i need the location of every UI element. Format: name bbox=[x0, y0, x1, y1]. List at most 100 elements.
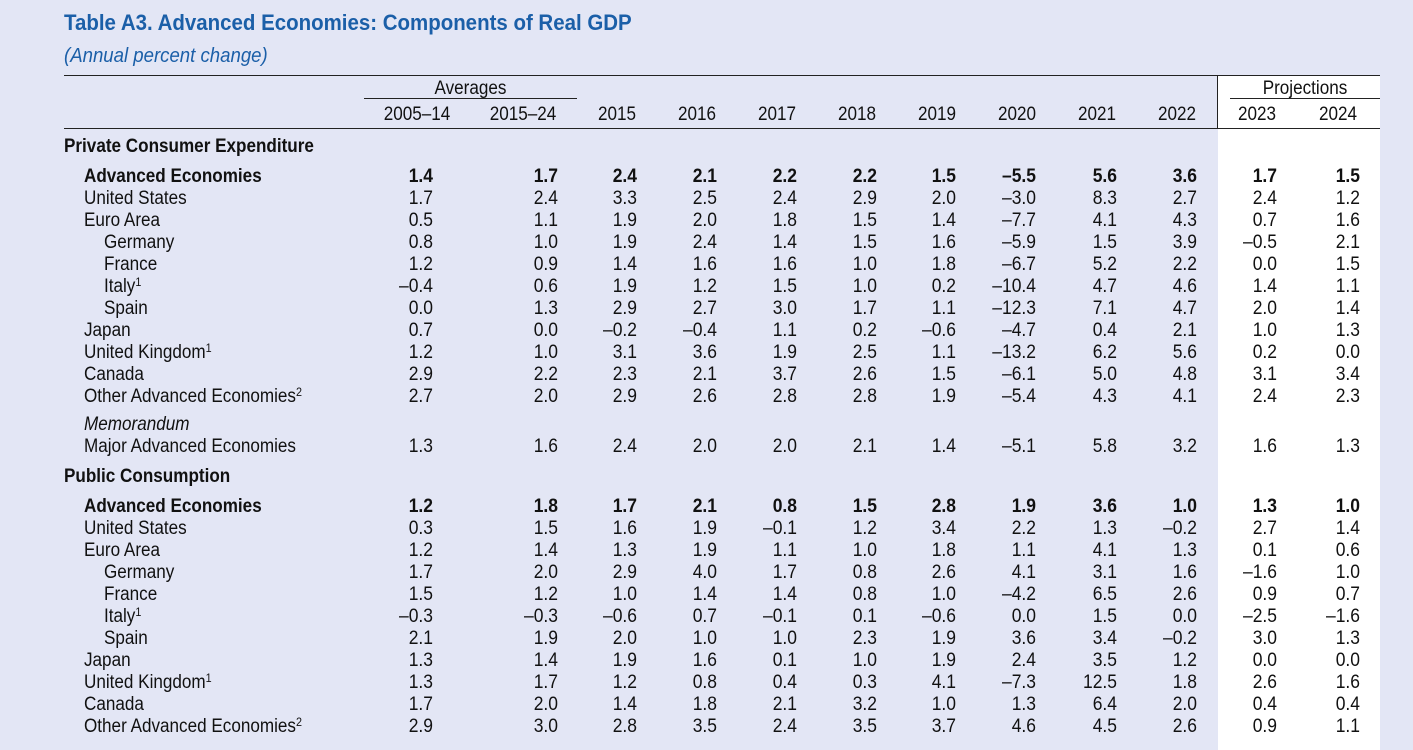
value-cell: 3.0 bbox=[772, 298, 797, 319]
value-cell: 0.0 bbox=[1011, 606, 1036, 627]
value-cell: 3.0 bbox=[1252, 628, 1277, 649]
value-cell: 1.6 bbox=[692, 650, 717, 671]
value-cell: –0.1 bbox=[762, 518, 797, 539]
table-row: Euro Area 0.5 1.1 1.9 2.0 1.8 1.5 1.4 –7.7 4.1 4.3… bbox=[0, 210, 1413, 232]
value-cell: 2.0 bbox=[931, 188, 956, 209]
value-cell: 2.7 bbox=[1252, 518, 1277, 539]
value-cell: 1.0 bbox=[692, 628, 717, 649]
table-row: Japan 1.3 1.4 1.9 1.6 0.1 1.0 1.9 2.4 3.5 1.2 0.0 0.… bbox=[0, 650, 1413, 672]
value-cell: 2.0 bbox=[692, 210, 717, 231]
row-label: Other Advanced Economies2 bbox=[84, 385, 302, 407]
value-cell: 1.3 bbox=[408, 650, 433, 671]
column-header: 2015–24 bbox=[489, 104, 557, 125]
value-cell: –0.3 bbox=[523, 606, 558, 627]
value-cell: 2.4 bbox=[533, 188, 558, 209]
value-cell: 0.3 bbox=[852, 672, 877, 693]
row-label: France bbox=[104, 254, 158, 275]
value-cell: 0.7 bbox=[1335, 584, 1360, 605]
value-cell: 4.6 bbox=[1172, 276, 1197, 297]
value-cell: 3.1 bbox=[1252, 364, 1277, 385]
value-cell: 1.0 bbox=[533, 342, 558, 363]
value-cell: 2.7 bbox=[1172, 188, 1197, 209]
value-cell: 1.1 bbox=[1011, 540, 1036, 561]
value-cell: 4.5 bbox=[1092, 716, 1117, 737]
value-cell: 1.3 bbox=[1335, 320, 1360, 341]
value-cell: 1.1 bbox=[533, 210, 558, 231]
value-cell: 2.1 bbox=[1172, 320, 1197, 341]
value-cell: 1.7 bbox=[772, 562, 797, 583]
table-row: Canada 2.9 2.2 2.3 2.1 3.7 2.6 1.5 –6.1 5.0 4.8 3.1… bbox=[0, 364, 1413, 386]
value-cell: 1.4 bbox=[612, 254, 637, 275]
value-cell: 1.5 bbox=[852, 210, 877, 231]
value-cell: –6.1 bbox=[1001, 364, 1036, 385]
value-cell: 0.3 bbox=[408, 518, 433, 539]
column-header: 2023 bbox=[1237, 104, 1277, 125]
value-cell: 1.1 bbox=[772, 540, 797, 561]
row-label: France bbox=[104, 584, 158, 605]
value-cell: 1.9 bbox=[931, 650, 956, 671]
value-cell: 1.8 bbox=[1172, 672, 1197, 693]
value-cell: 1.5 bbox=[772, 276, 797, 297]
table-row: Spain 0.0 1.3 2.9 2.7 3.0 1.7 1.1 –12.3 7.1 4.7 2.0… bbox=[0, 298, 1413, 320]
value-cell: 2.6 bbox=[692, 386, 717, 407]
section-header-row: Public Consumption bbox=[0, 466, 1413, 488]
value-cell: 0.8 bbox=[772, 496, 797, 517]
value-cell: 1.3 bbox=[1092, 518, 1117, 539]
value-cell: 0.8 bbox=[692, 672, 717, 693]
value-cell: 2.3 bbox=[852, 628, 877, 649]
value-cell: 1.3 bbox=[1335, 628, 1360, 649]
value-cell: 5.0 bbox=[1092, 364, 1117, 385]
value-cell: 1.1 bbox=[1335, 716, 1360, 737]
table-row: Other Advanced Economies2 2.9 3.0 2.8 3.5 2.4… bbox=[0, 716, 1413, 738]
value-cell: 2.5 bbox=[852, 342, 877, 363]
value-cell: 1.1 bbox=[1335, 276, 1360, 297]
value-cell: 2.0 bbox=[1252, 298, 1277, 319]
value-cell: 1.6 bbox=[1335, 672, 1360, 693]
projections-group-label: Projections bbox=[1262, 78, 1348, 99]
value-cell: 2.8 bbox=[612, 716, 637, 737]
value-cell: 1.9 bbox=[692, 540, 717, 561]
value-cell: 1.9 bbox=[612, 650, 637, 671]
value-cell: 6.4 bbox=[1092, 694, 1117, 715]
value-cell: 1.5 bbox=[931, 166, 956, 187]
value-cell: 1.7 bbox=[533, 672, 558, 693]
value-cell: 0.5 bbox=[408, 210, 433, 231]
value-cell: 0.1 bbox=[852, 606, 877, 627]
row-label: Public Consumption bbox=[64, 466, 231, 487]
value-cell: 1.9 bbox=[692, 518, 717, 539]
value-cell: 1.0 bbox=[533, 232, 558, 253]
value-cell: 4.3 bbox=[1092, 386, 1117, 407]
value-cell: 1.4 bbox=[692, 584, 717, 605]
value-cell: 1.2 bbox=[408, 342, 433, 363]
value-cell: 1.8 bbox=[931, 254, 956, 275]
value-cell: 2.9 bbox=[852, 188, 877, 209]
value-cell: 2.8 bbox=[772, 386, 797, 407]
value-cell: 3.1 bbox=[612, 342, 637, 363]
table-row: Euro Area 1.2 1.4 1.3 1.9 1.1 1.0 1.8 1.1 4.1 1.3 0… bbox=[0, 540, 1413, 562]
value-cell: 3.7 bbox=[931, 716, 956, 737]
column-header: 2015 bbox=[597, 104, 637, 125]
value-cell: 3.4 bbox=[931, 518, 956, 539]
value-cell: 7.1 bbox=[1092, 298, 1117, 319]
value-cell: –5.9 bbox=[1001, 232, 1036, 253]
value-cell: 0.0 bbox=[1335, 342, 1360, 363]
value-cell: 2.7 bbox=[692, 298, 717, 319]
memo-row: Memorandum bbox=[0, 414, 1413, 436]
value-cell: 2.4 bbox=[692, 232, 717, 253]
value-cell: 2.4 bbox=[612, 166, 637, 187]
table-row: Germany 1.7 2.0 2.9 4.0 1.7 0.8 2.6 4.1 3.1 1.6 –1.… bbox=[0, 562, 1413, 584]
value-cell: 1.9 bbox=[1011, 496, 1036, 517]
value-cell: –3.0 bbox=[1001, 188, 1036, 209]
row-label: Spain bbox=[104, 628, 148, 649]
value-cell: 1.6 bbox=[1335, 210, 1360, 231]
row-label: Italy1 bbox=[104, 275, 142, 297]
value-cell: –0.2 bbox=[602, 320, 637, 341]
value-cell: –0.1 bbox=[762, 606, 797, 627]
projections-separator bbox=[1217, 76, 1218, 128]
value-cell: 1.5 bbox=[852, 496, 877, 517]
value-cell: 2.8 bbox=[852, 386, 877, 407]
value-cell: 3.9 bbox=[1172, 232, 1197, 253]
value-cell: 1.2 bbox=[1335, 188, 1360, 209]
value-cell: 1.8 bbox=[692, 694, 717, 715]
column-header: 2018 bbox=[837, 104, 877, 125]
